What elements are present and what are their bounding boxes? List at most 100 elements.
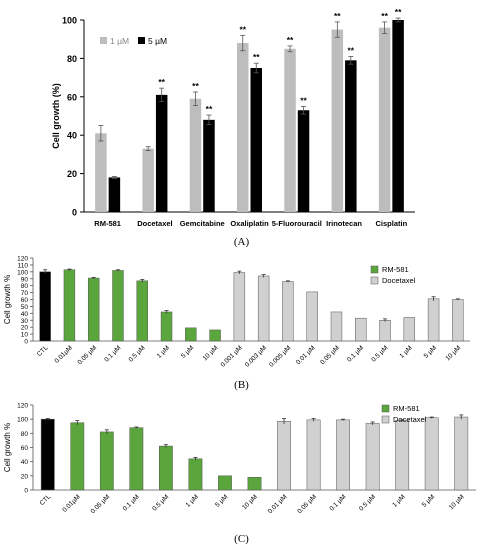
y-axis-title: Cell growth % [3,423,12,472]
x-tick-label: 5-Fluorouracil [272,219,322,228]
bar [209,329,221,342]
bar [392,20,404,212]
significance-mark: ** [334,11,341,21]
x-tick-label: 0.01µM [53,344,73,364]
x-tick-label: Gemcitabine [180,219,225,228]
chart-a: 0 20 40 60 80 100 Cell growth (%) RM-581 Docetax… [51,7,415,228]
bar [395,420,410,491]
panel-label-a: (A) [233,236,250,248]
x-tick-label: 0.5 µM [358,493,377,512]
x-tick-label: 0.001 µM [220,344,244,368]
y-tick-label: 0 [24,339,28,346]
bar [424,417,439,491]
x-tick-label: 0.1 µM [122,493,141,512]
significance-mark: ** [287,35,294,45]
bar [284,48,296,212]
bar [203,119,215,212]
y-tick-label: 60 [67,92,77,102]
bar [108,177,121,212]
bar [247,477,262,491]
x-tick-label: 10 µM [241,493,259,511]
legend-label: Docetaxel [393,415,427,424]
x-tick-label: 0.003 µM [244,344,268,368]
x-tick-label: 0.1 µM [328,493,347,512]
legend-swatch [370,276,379,285]
x-tick-label: 0.01µM [61,493,81,513]
y-tick-label: 20 [21,325,29,332]
x-tick-label: 5 µM [421,493,436,508]
y-tick-label: 60 [21,297,29,304]
y-tick-label: 110 [18,262,29,269]
bar [282,281,294,342]
bar [185,327,197,342]
bar [136,280,148,342]
x-tick-label: Cisplatin [376,219,408,228]
bar [452,299,464,342]
legend-label: RM-581 [382,265,409,274]
bar [277,421,291,491]
bar [403,317,416,342]
x-tick-label: 1 µM [398,344,413,359]
x-tick-label: RM-581 [94,219,121,228]
x-tick-label: 0.05 µM [319,344,341,366]
y-tick-label: 120 [17,256,28,263]
x-tick-label: 1 µM [185,493,200,508]
x-tick-label: 0.5 µM [370,344,389,363]
bar [99,431,114,491]
y-axis-title: Cell growth (%) [51,83,61,149]
panel-label-b: (B) [234,379,249,391]
bar [189,98,202,212]
bar [188,458,203,491]
bar [70,422,85,491]
x-tick-label: 10 µM [202,344,220,362]
x-tick-label: 1 µM [391,493,406,508]
y-axis-title: Cell growth % [3,275,12,324]
y-tick-label: 80 [67,54,77,64]
x-tick-label: Docetaxel [137,219,172,228]
bar [297,110,310,212]
bar [129,427,144,491]
significance-mark: ** [253,52,260,62]
legend-label: 1 µM [110,36,129,46]
bar [365,423,380,491]
significance-mark: ** [239,24,246,34]
y-tick-label: 0 [72,208,77,218]
bar [306,419,321,491]
significance-mark: ** [348,45,355,55]
legend-label: RM-581 [393,404,420,413]
bar [237,43,249,212]
legend-swatch [100,37,107,44]
bar [39,271,51,342]
significance-mark: ** [158,77,165,87]
bar [250,68,262,212]
x-tick-label: 0.01 µM [267,493,289,515]
y-tick-label: 20 [67,169,77,179]
x-tick-label: 0.1 µM [346,344,365,363]
x-tick-label: CTL [36,344,50,358]
x-tick-label: 0.05 µM [296,493,318,515]
y-tick-label: 40 [67,131,77,141]
y-tick-label: 100 [62,16,77,26]
x-tick-label: 0.1 µM [103,344,122,363]
bar [331,29,344,212]
y-tick-label: 40 [21,459,29,466]
x-tick-label: 5 µM [214,493,229,508]
y-tick-label: 60 [21,445,29,452]
significance-mark: ** [300,95,307,105]
bar [336,419,350,491]
x-tick-label: Irinotecan [326,219,362,228]
panel-label-c: (C) [234,533,249,545]
y-tick-label: 100 [17,417,28,424]
y-tick-label: 90 [21,276,29,283]
legend-swatch [370,265,379,274]
bar [427,298,440,342]
y-tick-label: 80 [21,431,29,438]
bar [112,270,124,342]
bar [257,275,270,342]
x-tick-label: 0.05 µM [76,344,98,366]
bar [63,269,76,342]
legend-swatch [381,404,390,413]
bar [330,311,343,342]
